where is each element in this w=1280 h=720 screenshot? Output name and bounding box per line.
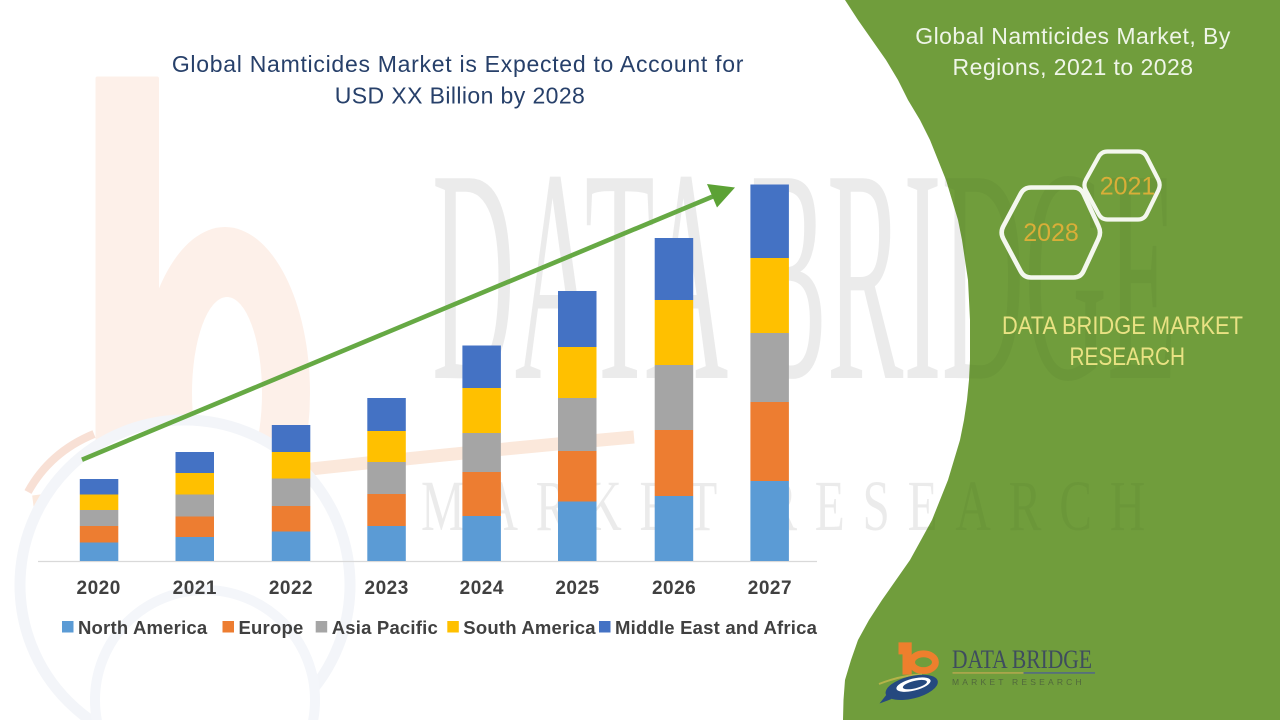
- svg-text:2028: 2028: [1023, 219, 1079, 247]
- svg-text:Regions, 2021 to 2028: Regions, 2021 to 2028: [953, 54, 1194, 80]
- svg-text:Europe: Europe: [239, 617, 304, 638]
- svg-text:2023: 2023: [365, 578, 409, 599]
- svg-text:2020: 2020: [77, 578, 121, 599]
- svg-text:Global Namticides Market, By: Global Namticides Market, By: [915, 23, 1231, 49]
- svg-text:South America: South America: [463, 617, 596, 638]
- svg-text:DATA BRIDGE: DATA BRIDGE: [952, 645, 1092, 674]
- svg-text:DATA BRIDGE MARKET: DATA BRIDGE MARKET: [1002, 312, 1243, 340]
- svg-text:2024: 2024: [460, 578, 504, 599]
- svg-text:Asia Pacific: Asia Pacific: [332, 617, 438, 638]
- svg-text:2027: 2027: [748, 578, 792, 599]
- svg-text:RESEARCH: RESEARCH: [1070, 343, 1186, 371]
- svg-text:Middle East and Africa: Middle East and Africa: [615, 617, 818, 638]
- svg-text:2026: 2026: [652, 578, 696, 599]
- svg-text:2022: 2022: [269, 578, 313, 599]
- svg-text:USD XX Billion by 2028: USD XX Billion by 2028: [335, 83, 585, 109]
- svg-text:2021: 2021: [173, 578, 217, 599]
- svg-text:North America: North America: [78, 617, 208, 638]
- svg-text:2025: 2025: [555, 578, 599, 599]
- svg-text:MARKET RESEARCH: MARKET RESEARCH: [952, 677, 1085, 687]
- svg-text:Global Namticides Market is Ex: Global Namticides Market is Expected to …: [172, 51, 744, 77]
- svg-text:2021: 2021: [1100, 173, 1156, 201]
